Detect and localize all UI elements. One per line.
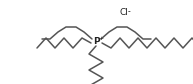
Text: P: P (93, 37, 99, 47)
Text: -: - (128, 7, 130, 16)
Text: Cl: Cl (120, 8, 129, 17)
Text: +: + (98, 37, 104, 41)
